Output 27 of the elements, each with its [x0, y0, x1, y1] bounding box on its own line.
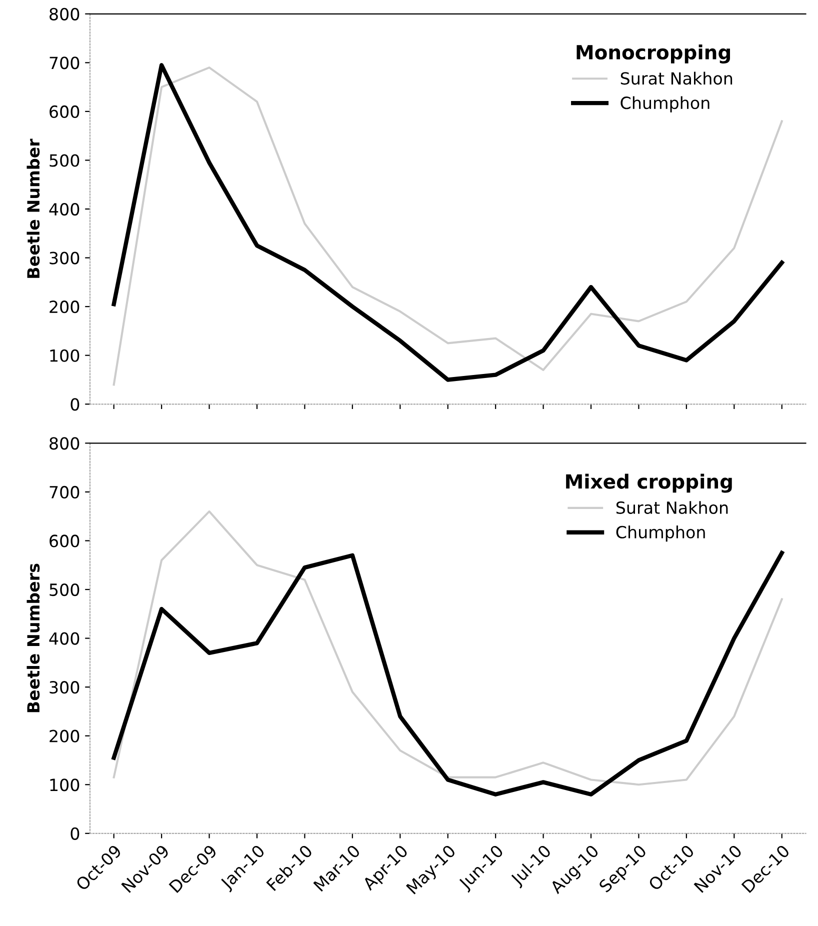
- y-tick-label: 700: [50, 56, 80, 70]
- legend-title: Mixed cropping: [566, 474, 732, 493]
- y-tick-label: 100: [50, 778, 80, 792]
- legend-label: Surat Nakhon: [616, 501, 728, 514]
- y-tick-label: 800: [50, 437, 80, 450]
- y-tick-label: 600: [50, 534, 80, 548]
- y-tick-label: 400: [49, 632, 80, 645]
- y-tick-label: 700: [50, 486, 80, 499]
- legend-label: Surat Nakhon: [620, 72, 732, 85]
- y-tick-label: 200: [50, 730, 80, 742]
- y-tick-label: 100: [50, 349, 80, 362]
- y-tick-label: 300: [50, 252, 80, 264]
- legend-label: Chumphon: [620, 96, 710, 112]
- legend-title: Monocropping: [576, 44, 730, 64]
- legend-label: Chumphon: [616, 526, 705, 542]
- y-tick-label: 200: [50, 300, 80, 314]
- y-tick-label: 600: [50, 105, 80, 118]
- y-axis-title: Beetle Number: [26, 138, 40, 278]
- y-tick-label: 800: [50, 8, 80, 20]
- y-tick-label: 300: [50, 681, 80, 694]
- y-tick-label: 500: [50, 154, 80, 167]
- y-tick-label: 0: [70, 827, 80, 840]
- y-tick-label: 0: [70, 398, 80, 411]
- y-axis-title: Beetle Numbers: [26, 564, 40, 712]
- line-series: [112, 550, 784, 796]
- y-tick-label: 400: [49, 202, 80, 216]
- y-tick-label: 500: [50, 583, 80, 596]
